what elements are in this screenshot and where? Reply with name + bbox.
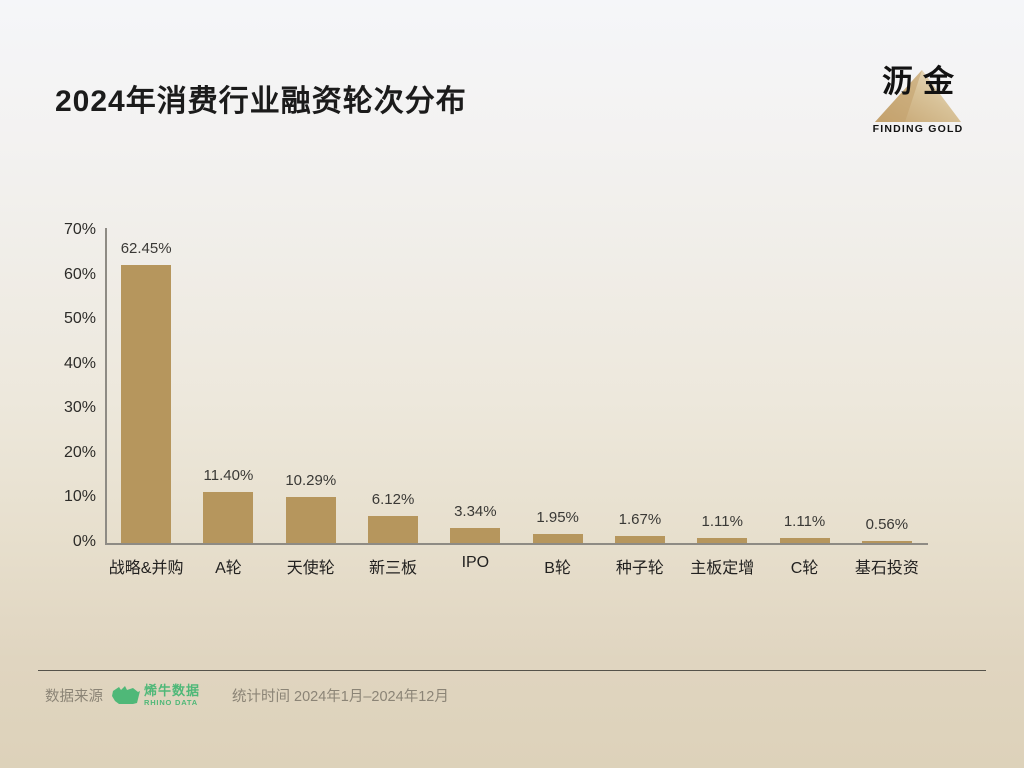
- bar: [861, 540, 912, 543]
- bar: [203, 492, 254, 543]
- bar-value-label: 0.56%: [865, 515, 909, 533]
- bar-category-label: 战略&并购: [108, 560, 184, 577]
- bar: [285, 497, 336, 543]
- bar: [121, 264, 172, 543]
- pyramid-icon: [875, 70, 961, 122]
- y-axis-tick-label: 10%: [63, 488, 96, 506]
- bar: [532, 534, 583, 543]
- source-label: 数据来源: [45, 688, 103, 705]
- period-label: 统计时间 2024年1月–2024年12月: [232, 688, 449, 705]
- footer-divider: [38, 670, 986, 671]
- bar-category-label: 基石投资: [854, 560, 919, 577]
- bar: [779, 538, 830, 543]
- y-axis-tick-label: 70%: [63, 221, 96, 238]
- bar-value-label: 1.67%: [618, 510, 662, 528]
- bar-category-label: 新三板: [369, 560, 418, 577]
- y-axis-tick-label: 30%: [63, 399, 96, 417]
- bar-value-label: 3.34%: [454, 503, 497, 521]
- bar-category-label: A轮: [215, 560, 242, 577]
- bar-value-label: 10.29%: [285, 472, 337, 490]
- bar-value-label: 62.45%: [120, 239, 172, 257]
- bar: [450, 528, 501, 543]
- y-axis-tick-label: 40%: [63, 354, 96, 372]
- y-axis-tick-label: 20%: [63, 443, 96, 461]
- source-name: 烯牛数据: [144, 683, 201, 698]
- rhino-data-logo: 烯牛数据 RHINO DATA: [111, 684, 200, 707]
- brand-logo: 沥金 FINDING GOLD: [866, 56, 970, 142]
- bar-category-label: 天使轮: [286, 560, 335, 577]
- bar-category-label: 种子轮: [615, 560, 664, 577]
- bar-value-label: 1.11%: [783, 513, 826, 531]
- bar-value-label: 1.11%: [701, 513, 743, 531]
- bar: [368, 515, 419, 543]
- bar: [697, 538, 748, 543]
- bar-value-label: 11.40%: [203, 467, 254, 485]
- bar: [614, 535, 665, 543]
- y-axis-tick-label: 50%: [63, 310, 96, 328]
- y-axis-tick-label: 60%: [63, 265, 96, 283]
- y-axis-line: [105, 228, 107, 544]
- bar-value-label: 1.95%: [536, 509, 579, 527]
- brand-name: 沥金: [882, 64, 964, 99]
- bar-category-label: 主板定增: [690, 560, 755, 577]
- brand-tagline: FINDING GOLD: [872, 123, 964, 135]
- rhino-icon: [112, 686, 140, 705]
- y-axis-tick-label: 0%: [72, 533, 96, 550]
- bar-value-label: 6.12%: [371, 490, 415, 508]
- bar-category-label: C轮: [790, 560, 819, 577]
- x-axis-line: [105, 543, 928, 545]
- bar-category-label: IPO: [461, 554, 490, 571]
- source-name-en: RHINO DATA: [144, 698, 198, 707]
- footer: 数据来源 烯牛数据 RHINO DATA 统计时间 2024年1月–2024年1…: [45, 684, 449, 707]
- page-title: 2024年消费行业融资轮次分布: [55, 85, 467, 118]
- bar-category-label: B轮: [544, 560, 571, 577]
